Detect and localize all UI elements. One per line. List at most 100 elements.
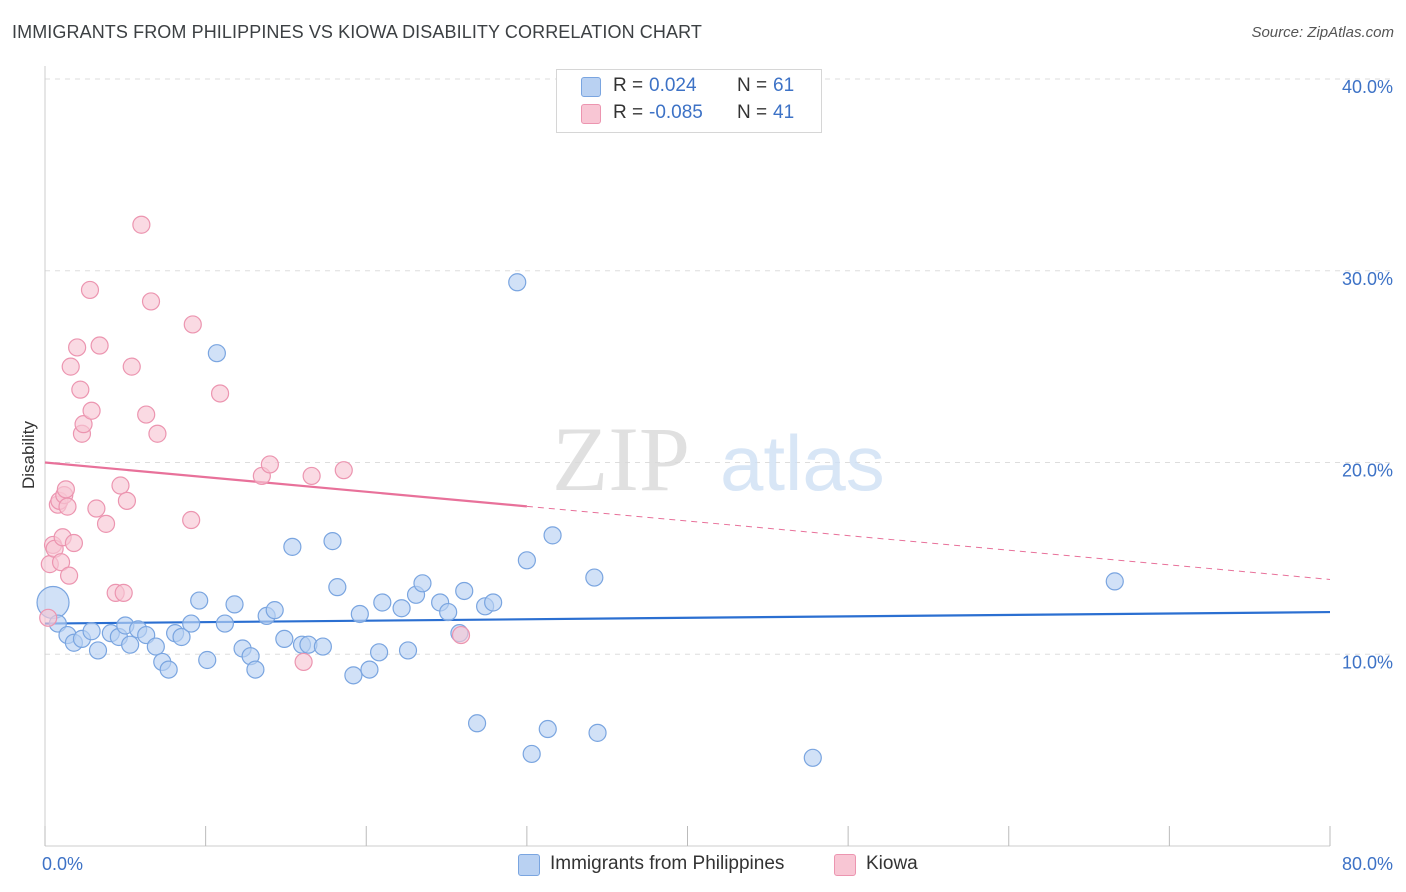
kiowa-point bbox=[260, 455, 279, 474]
y-tick-label: 30.0% bbox=[1342, 269, 1393, 289]
philippines-point bbox=[484, 593, 503, 612]
legend-n-label: N = bbox=[737, 75, 768, 96]
kiowa-point bbox=[294, 652, 313, 672]
kiowa-point bbox=[58, 497, 77, 516]
philippines-point bbox=[328, 578, 347, 597]
y-tick-label: 10.0% bbox=[1342, 652, 1393, 672]
philippines-point bbox=[283, 537, 302, 556]
philippines-point bbox=[88, 641, 108, 660]
philippines-point bbox=[522, 744, 541, 764]
kiowa-point bbox=[183, 315, 202, 334]
legend-n-value: 61 bbox=[773, 75, 795, 96]
philippines-point bbox=[121, 635, 140, 654]
philippines-point bbox=[370, 643, 389, 662]
legend-swatch-pink bbox=[834, 854, 856, 876]
chart-title: IMMIGRANTS FROM PHILIPPINES VS KIOWA DIS… bbox=[12, 22, 702, 42]
legend-item-label: Immigrants from Philippines bbox=[550, 853, 785, 874]
philippines-point bbox=[198, 650, 217, 670]
series-legend: Immigrants from Philippines Kiowa bbox=[0, 852, 1406, 878]
philippines-point bbox=[82, 622, 101, 641]
kiowa-point bbox=[80, 280, 100, 300]
kiowa-point bbox=[148, 424, 167, 443]
philippines-point bbox=[207, 344, 226, 363]
philippines-point bbox=[413, 574, 432, 593]
philippines-point bbox=[323, 532, 342, 551]
kiowa-point bbox=[68, 338, 87, 357]
philippines-point bbox=[517, 551, 536, 570]
philippines-point bbox=[313, 637, 332, 656]
kiowa-point bbox=[90, 336, 109, 355]
philippines-point bbox=[172, 627, 191, 647]
legend-n-value: 41 bbox=[773, 102, 795, 123]
philippines-point bbox=[360, 660, 379, 679]
kiowa-point bbox=[82, 401, 101, 420]
legend-item-label: Kiowa bbox=[866, 853, 918, 874]
kiowa-point bbox=[122, 357, 141, 376]
legend-swatch-blue bbox=[581, 77, 601, 97]
philippines-point bbox=[588, 723, 607, 742]
kiowa-point bbox=[39, 608, 58, 627]
kiowa-point bbox=[114, 583, 133, 602]
philippines-point bbox=[455, 581, 474, 601]
philippines-point bbox=[392, 599, 411, 618]
philippines-point bbox=[146, 637, 165, 656]
kiowa-point bbox=[182, 510, 201, 530]
legend-r-label: R = bbox=[613, 75, 644, 96]
kiowa-point bbox=[141, 292, 161, 311]
axes bbox=[44, 66, 1331, 847]
legend-r-value: 0.024 bbox=[649, 75, 697, 96]
philippines-point bbox=[265, 601, 284, 620]
philippines-point bbox=[467, 714, 487, 733]
kiowa-point bbox=[51, 553, 71, 572]
philippines-point bbox=[350, 604, 369, 624]
y-tick-labels: 10.0% 20.0% 30.0% 40.0% bbox=[1342, 77, 1393, 672]
x-tick-label: 80.0% bbox=[1342, 854, 1393, 874]
philippines-point bbox=[215, 614, 234, 633]
philippines-point bbox=[1105, 572, 1124, 591]
kiowa-point bbox=[334, 461, 353, 480]
philippines-point bbox=[344, 666, 363, 685]
kiowa-point bbox=[117, 491, 137, 510]
y-axis-label: Disability bbox=[19, 420, 38, 489]
kiowa-point bbox=[56, 480, 75, 499]
legend-swatch-blue bbox=[518, 854, 540, 876]
philippines-point bbox=[543, 526, 562, 545]
trend-lines bbox=[44, 461, 1331, 625]
kiowa-point bbox=[74, 415, 93, 434]
kiowa-point bbox=[71, 380, 90, 399]
philippines-point bbox=[508, 273, 527, 292]
philippines-point bbox=[803, 748, 822, 767]
philippines-point bbox=[585, 568, 604, 587]
philippines-trend-line bbox=[44, 610, 1331, 625]
kiowa-point bbox=[61, 357, 80, 376]
philippines-point bbox=[538, 719, 557, 739]
philippines-point bbox=[275, 629, 294, 649]
kiowa-point bbox=[210, 384, 230, 403]
x-tick-labels: 0.0% 80.0% bbox=[42, 854, 1393, 874]
kiowa-point bbox=[96, 514, 116, 533]
kiowa-point bbox=[137, 405, 156, 424]
philippines-point bbox=[159, 660, 178, 679]
kiowa-point bbox=[59, 566, 79, 585]
legend-r-label: R = bbox=[613, 102, 644, 123]
philippines-point bbox=[190, 591, 209, 610]
kiowa-trend-line bbox=[44, 461, 527, 508]
legend-swatch-pink bbox=[581, 104, 601, 124]
legend-n-label: N = bbox=[737, 102, 768, 123]
legend-r-value: -0.085 bbox=[649, 102, 703, 123]
kiowa-point bbox=[302, 466, 321, 486]
kiowa-point bbox=[87, 499, 106, 518]
philippines-point bbox=[182, 614, 201, 633]
philippines-point bbox=[373, 593, 392, 612]
y-tick-label: 40.0% bbox=[1342, 77, 1393, 97]
kiowa-point bbox=[451, 625, 471, 645]
data-points bbox=[36, 215, 1124, 767]
y-tick-label: 20.0% bbox=[1342, 461, 1393, 481]
philippines-point bbox=[246, 660, 265, 679]
kiowa-point bbox=[64, 533, 84, 553]
philippines-point bbox=[398, 641, 418, 660]
x-tick-label: 0.0% bbox=[42, 854, 83, 874]
source-label: Source: ZipAtlas.com bbox=[1251, 24, 1394, 41]
kiowa-point bbox=[111, 476, 130, 495]
